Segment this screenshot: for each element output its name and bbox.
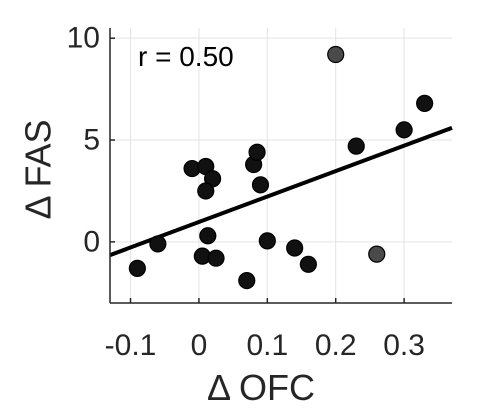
x-tick-labels: -0.1 0 0.1 0.2 0.3 bbox=[105, 329, 425, 362]
data-point bbox=[200, 228, 216, 244]
x-tick-label: -0.1 bbox=[105, 329, 157, 362]
data-point bbox=[252, 177, 268, 193]
data-point bbox=[259, 233, 275, 249]
regression-line bbox=[110, 128, 452, 255]
fit-line-layer bbox=[110, 128, 452, 255]
data-point bbox=[129, 260, 145, 276]
x-tick-label: 0.3 bbox=[383, 329, 425, 362]
y-axis-label: Δ FAS bbox=[18, 119, 59, 219]
x-tick-label: 0 bbox=[191, 329, 208, 362]
data-point bbox=[300, 256, 316, 272]
data-points bbox=[129, 46, 432, 288]
data-point bbox=[208, 250, 224, 266]
data-point bbox=[150, 236, 166, 252]
data-point bbox=[198, 183, 214, 199]
y-tick-label: 0 bbox=[83, 225, 100, 258]
x-axis-label: Δ OFC bbox=[207, 367, 315, 408]
y-tick-label: 5 bbox=[83, 124, 100, 157]
y-tick-label: 10 bbox=[67, 22, 100, 55]
data-point bbox=[417, 95, 433, 111]
data-point bbox=[396, 122, 412, 138]
data-point bbox=[249, 144, 265, 160]
data-point bbox=[239, 273, 255, 289]
data-point bbox=[328, 46, 344, 62]
data-point bbox=[287, 240, 303, 256]
data-point bbox=[369, 246, 385, 262]
data-point bbox=[348, 138, 364, 154]
x-tick-label: 0.1 bbox=[246, 329, 288, 362]
correlation-annotation: r = 0.50 bbox=[138, 41, 234, 72]
y-tick-labels: 0 5 10 bbox=[67, 22, 100, 259]
x-tick-label: 0.2 bbox=[315, 329, 357, 362]
